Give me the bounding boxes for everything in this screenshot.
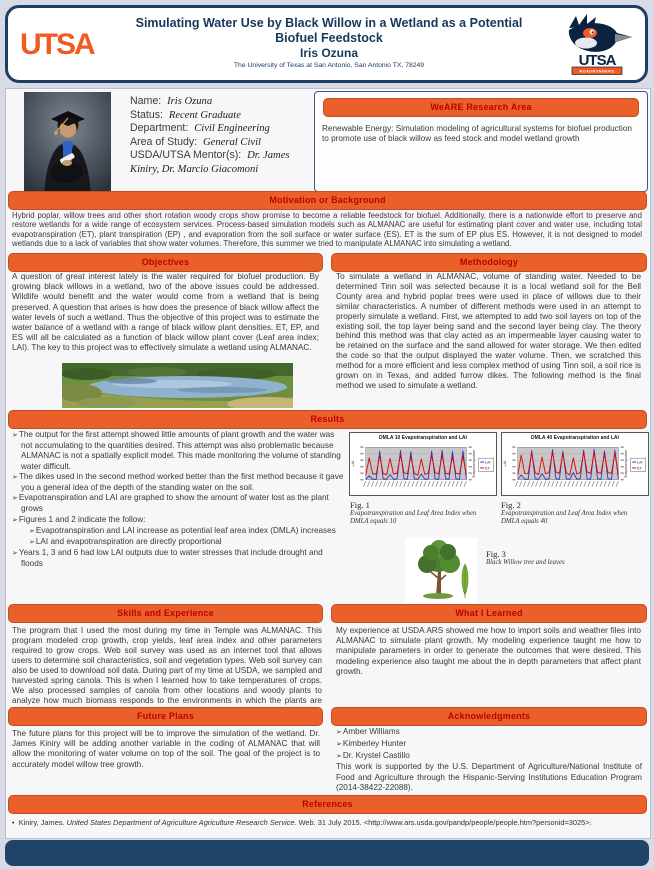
utsa-roadrunner-logo-icon: UTSA ROADRUNNERS — [568, 14, 632, 75]
figure3-caption-block: Fig. 3 Black Willow tree and leaves — [486, 549, 636, 567]
arrow-bullet-icon: ➢ — [12, 432, 18, 439]
research-area-box: WeARE Research Area Renewable Energy: Si… — [314, 91, 648, 192]
skills-heading: Skills and Experience — [8, 604, 323, 623]
research-area-heading: WeARE Research Area — [323, 98, 639, 117]
methodology-text: To simulate a wetland in ALMANAC, volume… — [336, 272, 641, 390]
results-heading: Results — [8, 410, 647, 429]
profile-field: Department: Civil Engineering — [130, 122, 270, 134]
series-LAI — [365, 449, 467, 480]
figure2-chart-title: DMLA 40 Evapotranspiration and LAI — [531, 435, 619, 441]
y-axis-label-right: Evapotranspiration — [624, 449, 628, 477]
arrow-bullet-icon: ➢ — [12, 550, 18, 558]
figure2-chart-box: DMLA 40 Evapotranspiration and LAI LAI Ev… — [501, 432, 649, 496]
learned-text: My experience at USDA ARS showed me how … — [336, 626, 641, 676]
result-bullet: ➢Years 1, 3 and 6 had low LAI outputs du… — [12, 548, 323, 569]
series-LAI — [517, 448, 619, 480]
figure2-chart: LAI Evapotranspiration LAI ET — [502, 446, 646, 487]
series-ET — [517, 451, 619, 476]
result-bullet: ➢LAI and evapotranspiration are directly… — [29, 537, 222, 547]
future-text: The future plans for this project will b… — [12, 729, 320, 769]
objectives-heading: Objectives — [8, 253, 323, 272]
acknowledgment-person: ➢Dr. Krystel Castillo — [336, 751, 410, 760]
affiliation: The University of Texas at San Antonio, … — [233, 62, 425, 69]
figure2-label: Fig. 2 — [501, 500, 521, 510]
future-heading: Future Plans — [8, 707, 323, 726]
objectives-text: A question of great interest lately is t… — [12, 272, 319, 353]
arrow-bullet-icon: ➢ — [12, 495, 18, 503]
figure3-label: Fig. 3 — [486, 549, 506, 559]
acknowledgments-people-list: ➢Amber Williams ➢Kimberley Hunter ➢Dr. Kry… — [336, 726, 642, 762]
profile-field: USDA/UTSA Mentor(s): Dr. James Kiniry, D… — [130, 149, 290, 175]
y-axis-label-right: Evapotranspiration — [472, 449, 476, 477]
acknowledgments-heading: Acknowledgments — [331, 707, 647, 726]
result-bullet: ➢Figures 1 and 2 indicate the follow: — [12, 514, 146, 524]
profile-field: Status: Recent Graduate — [130, 108, 241, 121]
result-bullet: ➢Evapotranspiration and LAI increase as … — [29, 525, 336, 535]
motivation-heading: Motivation or Background — [8, 191, 647, 210]
figure2-caption: Evapotranspiration and Leaf Area Index w… — [501, 510, 628, 526]
poster-title-line2: Biofuel Feedstock — [275, 31, 383, 45]
references-heading: References — [8, 795, 647, 814]
profile-info: Name: Iris Ozuna Status: Recent Graduate D… — [130, 95, 319, 176]
author-name: Iris Ozuna — [299, 46, 358, 60]
y-axis-label-left: LAI — [502, 461, 507, 467]
y-axis-label-left: LAI — [350, 461, 355, 467]
graduate-portrait-photo — [24, 92, 111, 196]
arrow-bullet-icon: ➢ — [336, 741, 342, 748]
figure1-chart-box: DMLA 10 Evapotranspiration and LAI LAI Ev… — [349, 432, 497, 496]
utsa-wordmark-logo: UTSA — [20, 28, 96, 61]
figure1-caption-block: Fig. 1 Evapotranspiration and Leaf Area … — [350, 500, 492, 526]
legend-entry: ET — [485, 466, 490, 470]
figure1-caption: Evapotranspiration and Leaf Area Index w… — [350, 510, 477, 526]
legend-entry: ET — [637, 466, 642, 470]
figure1-chart-title: DMLA 10 Evapotranspiration and LAI — [379, 435, 467, 441]
title-block: Simulating Water Use by Black Willow in … — [108, 16, 550, 70]
roadrunner-banner-text: ROADRUNNERS — [580, 70, 615, 74]
poster-title-line1: Simulating Water Use by Black Willow in … — [135, 16, 523, 30]
header-box: UTSA Simulating Water Use by Black Willo… — [5, 5, 648, 83]
legend-entry: LAI — [637, 460, 642, 464]
arrow-bullet-icon: ➢ — [29, 527, 35, 535]
result-bullet: ➢The dikes used in the second method wor… — [12, 471, 344, 493]
figure3-caption: Black Willow tree and leaves — [486, 559, 565, 566]
reference-entry: • Kiniry, James. United States Departmen… — [12, 818, 592, 827]
methodology-heading: Methodology — [331, 253, 647, 272]
skills-text: The program that I used the most during … — [12, 626, 322, 715]
motivation-text: Hybrid poplar, willow trees and other sh… — [12, 211, 642, 248]
arrow-bullet-icon: ➢ — [12, 473, 18, 481]
footer-bar — [5, 840, 649, 866]
result-bullet: ➢The output for the first attempt showed… — [12, 430, 341, 471]
figure2-caption-block: Fig. 2 Evapotranspiration and Leaf Area … — [501, 500, 643, 526]
black-willow-photo — [405, 538, 477, 605]
acknowledgment-person: ➢Kimberley Hunter — [336, 739, 407, 748]
wetland-photo — [58, 363, 307, 413]
acknowledgments-support-text: This work is supported by the U.S. Depar… — [336, 762, 642, 792]
series-ET — [365, 454, 467, 476]
figure1-chart: LAI Evapotranspiration LAI ET — [350, 446, 494, 487]
result-bullet: ➢Evapotranspiration and LAI are graphed … — [12, 493, 329, 514]
reference-bullet: • — [12, 818, 19, 827]
results-list: ➢The output for the first attempt showed… — [12, 430, 344, 570]
arrow-bullet-icon: ➢ — [336, 753, 342, 760]
figure1-label: Fig. 1 — [350, 500, 370, 510]
reference-source: United States Department of Agriculture … — [66, 818, 297, 827]
profile-field: Area of Study: General Civil — [130, 135, 261, 148]
acknowledgment-person: ➢Amber Williams — [336, 727, 400, 736]
arrow-bullet-icon: ➢ — [29, 539, 35, 547]
legend-entry: LAI — [485, 460, 490, 464]
learned-heading: What I Learned — [331, 604, 647, 623]
research-area-text: Renewable Energy: Simulation modeling of… — [322, 124, 632, 144]
roadrunner-utsa-text: UTSA — [579, 52, 617, 69]
arrow-bullet-icon: ➢ — [336, 729, 342, 736]
profile-field: Name: Iris Ozuna — [130, 95, 213, 107]
arrow-bullet-icon: ➢ — [12, 516, 18, 524]
acknowledgments-block: ➢Amber Williams ➢Kimberley Hunter ➢Dr. Kry… — [336, 726, 642, 794]
